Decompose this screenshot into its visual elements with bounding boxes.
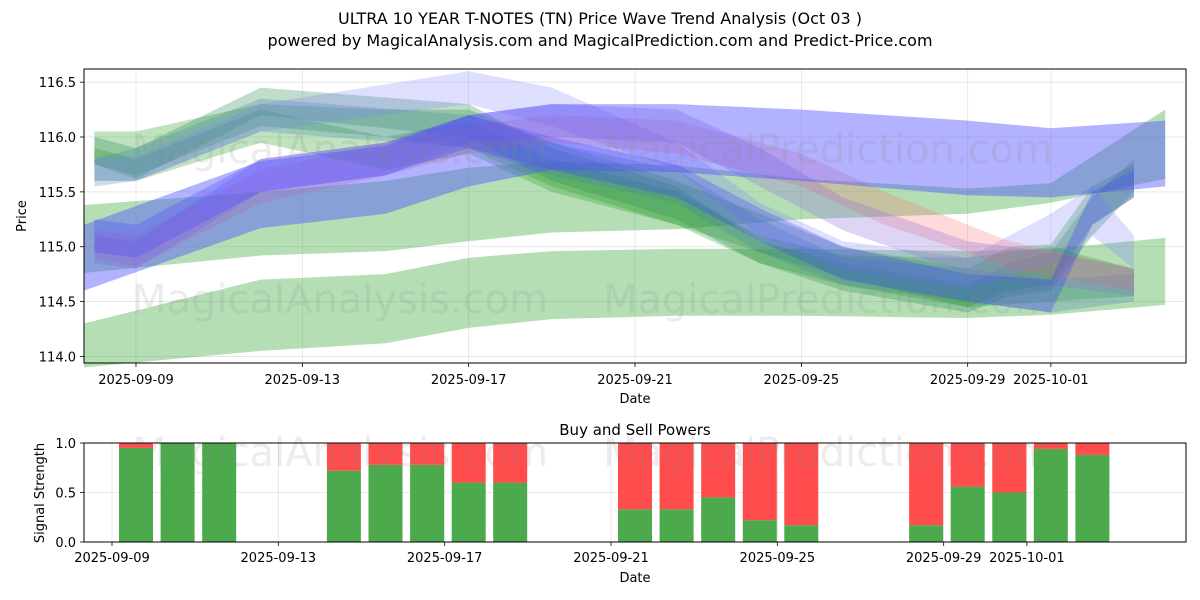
price-plot: MagicalAnalysis.com MagicalPrediction.co…: [15, 68, 1187, 407]
wave-band-4: [94, 87, 1134, 313]
wave-band-3: [94, 109, 1134, 308]
watermark-analysis-1: MagicalAnalysis.com: [132, 127, 548, 173]
price-y-tick-label: 116.0: [39, 131, 76, 146]
buy-bar: [326, 470, 361, 542]
sell-bar: [1075, 443, 1110, 455]
wave-bands: [84, 71, 1166, 368]
signal-x-label: Date: [619, 571, 650, 586]
signal-x-tick-label: 2025-10-01: [989, 551, 1065, 566]
sell-bar: [119, 443, 153, 448]
buy-bar: [1075, 454, 1110, 542]
wave-band-8: [94, 104, 1134, 297]
buy-bar: [992, 492, 1027, 542]
watermark-analysis-2: MagicalAnalysis.com: [132, 277, 548, 323]
signal-x-tick-label: 2025-09-21: [573, 551, 649, 566]
watermark-prediction-3: MagicalPrediction.com: [603, 430, 1053, 476]
price-x-tick-label: 2025-09-09: [98, 373, 174, 388]
watermark-analysis-3: MagicalAnalysis.com: [132, 430, 548, 476]
wave-band-7: [94, 115, 1134, 291]
signal-y-tick-label: 0.0: [55, 536, 76, 551]
buy-bar: [742, 520, 777, 542]
price-y-label: Price: [15, 200, 30, 232]
price-y-tick-label: 114.5: [39, 296, 76, 311]
chart-subtitle: powered by MagicalAnalysis.com and Magic…: [267, 31, 933, 50]
sell-bar: [618, 443, 652, 510]
sell-bar: [368, 443, 403, 465]
buy-bar: [701, 497, 736, 542]
chart-title: ULTRA 10 YEAR T-NOTES (TN) Price Wave Tr…: [338, 9, 862, 28]
signal-x-tick-label: 2025-09-25: [740, 551, 816, 566]
wave-band-6: [94, 71, 1134, 289]
signal-y-tick-label: 1.0: [55, 437, 76, 452]
buy-bar: [784, 525, 819, 542]
buy-bar: [410, 464, 445, 542]
sell-bar: [659, 443, 694, 510]
signal-y-ticks: 0.0 0.5 1.0: [55, 437, 84, 551]
wave-band-9: [94, 115, 1134, 313]
signal-title: Buy and Sell Powers: [559, 421, 711, 439]
watermark-prediction-1: MagicalPrediction.com: [603, 127, 1053, 173]
sell-bar: [784, 443, 819, 526]
watermark-prediction-2: MagicalPrediction.com: [603, 277, 1053, 323]
price-y-tick-label: 115.0: [39, 241, 76, 256]
signal-x-tick-label: 2025-09-17: [407, 551, 483, 566]
price-x-ticks: 2025-09-09 2025-09-13 2025-09-17 2025-09-21…: [98, 363, 1089, 388]
sell-bar: [992, 443, 1027, 493]
wave-band-2: [94, 104, 1134, 308]
buy-bar: [950, 486, 985, 542]
price-grid: [84, 69, 1186, 363]
sell-bar: [326, 443, 361, 471]
sell-bar: [410, 443, 445, 465]
price-x-label: Date: [619, 392, 650, 407]
price-x-tick-label: 2025-09-13: [265, 373, 341, 388]
price-y-tick-label: 114.0: [39, 350, 76, 365]
signal-bars: [119, 443, 1110, 542]
buy-bar: [160, 443, 195, 542]
price-x-tick-label: 2025-09-29: [930, 373, 1006, 388]
buy-bar: [618, 509, 652, 542]
buy-bar: [493, 482, 528, 542]
price-x-tick-label: 2025-10-01: [1013, 373, 1089, 388]
wave-band-10: [84, 104, 1166, 291]
buy-bar: [909, 525, 944, 542]
wave-band-1: [84, 109, 1166, 273]
price-x-tick-label: 2025-09-25: [764, 373, 840, 388]
signal-y-tick-label: 0.5: [55, 487, 76, 502]
signal-y-label: Signal Strength: [33, 443, 48, 543]
sell-bar: [742, 443, 777, 521]
buy-bar: [368, 464, 403, 542]
price-x-tick-label: 2025-09-17: [431, 373, 507, 388]
wave-band-0: [84, 237, 1166, 368]
signal-x-tick-label: 2025-09-09: [74, 551, 150, 566]
sell-bar: [701, 443, 736, 498]
price-y-tick-label: 116.5: [39, 76, 76, 91]
buy-bar: [659, 509, 694, 542]
price-x-tick-label: 2025-09-21: [597, 373, 673, 388]
signal-x-ticks: 2025-09-09 2025-09-13 2025-09-17 2025-09-21…: [74, 542, 1065, 566]
buy-bar: [1033, 448, 1068, 542]
signal-x-tick-label: 2025-09-13: [241, 551, 317, 566]
buy-bar: [202, 443, 237, 542]
sell-bar: [950, 443, 985, 487]
price-y-ticks: 114.0 114.5 115.0 115.5 116.0 116.5: [39, 76, 84, 365]
sell-bar: [909, 443, 944, 526]
wave-band-5: [94, 98, 1134, 313]
sell-bar: [1033, 443, 1068, 449]
buy-bar: [119, 447, 153, 542]
signal-x-tick-label: 2025-09-29: [906, 551, 982, 566]
price-y-tick-label: 115.5: [39, 186, 76, 201]
sell-bar: [493, 443, 528, 483]
sell-bar: [451, 443, 486, 483]
buy-bar: [451, 482, 486, 542]
signal-plot: Buy and Sell Powers MagicalAnalysis.com …: [33, 421, 1187, 586]
